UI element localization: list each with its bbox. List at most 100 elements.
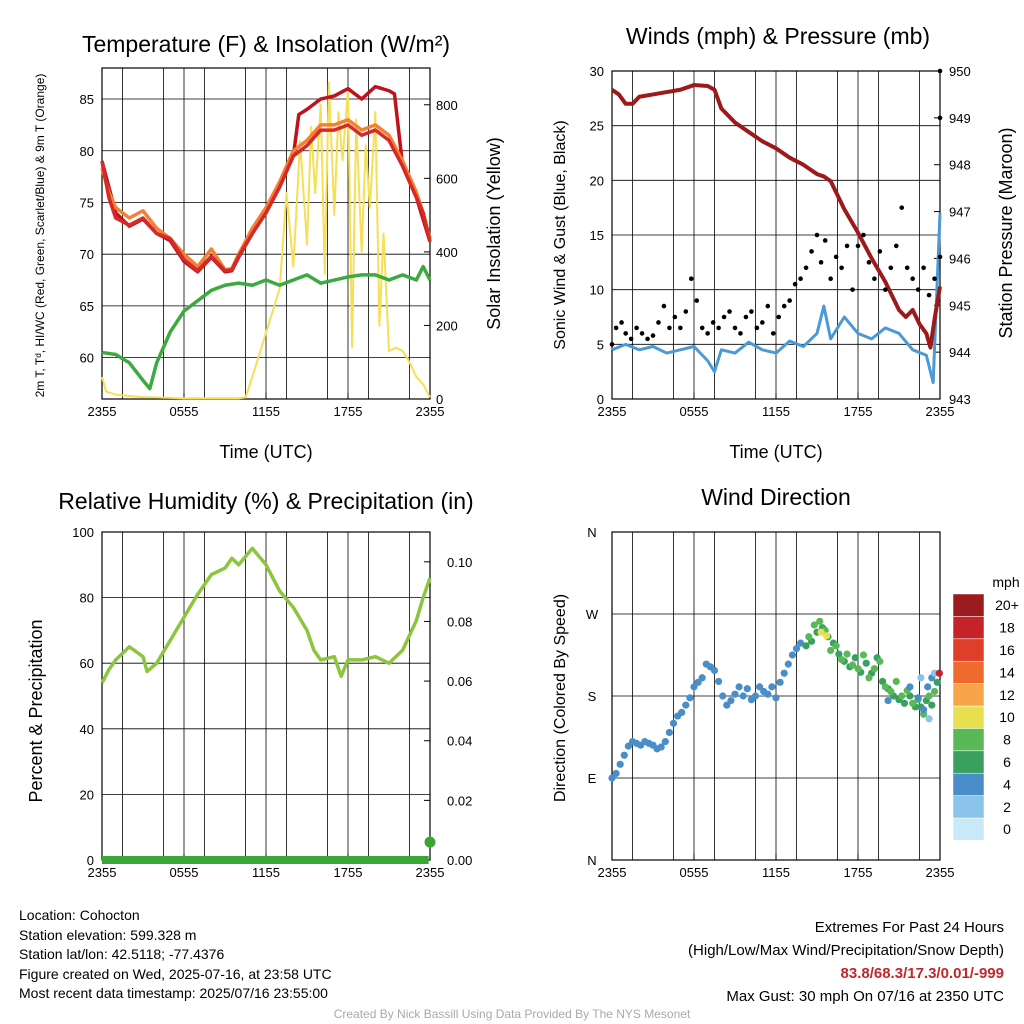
direction-point (887, 687, 895, 696)
y-tick-label: 60 (80, 351, 94, 366)
direction-point (838, 655, 846, 664)
x-tick-label: 0555 (680, 865, 709, 880)
colorbar-title: mph (992, 574, 1019, 590)
x-tick-label: 1155 (762, 865, 790, 880)
gust-point (904, 265, 910, 271)
y2-tick-label: 945 (949, 298, 971, 313)
x-tick-label: 2355 (926, 865, 955, 880)
y-tick-label: 80 (80, 591, 94, 606)
colorbar-label: 2 (1003, 799, 1011, 815)
y2-tick-label: 948 (949, 158, 971, 173)
gust-point (716, 325, 721, 331)
y-tick-label: 60 (80, 656, 94, 671)
y-tick-label: 30 (590, 64, 604, 79)
y2-tick-label: 800 (436, 98, 458, 113)
gust-point (705, 331, 710, 336)
colorbar-label: 20+ (995, 597, 1019, 613)
x-tick-label: 2355 (88, 865, 117, 880)
gust-point (765, 303, 771, 309)
panel-direction: 2355 0555 1155 1755 2355NESWN024681012141618… (552, 484, 1020, 880)
series-rh (100, 546, 432, 684)
gust-point (776, 314, 782, 320)
direction-point (884, 696, 892, 705)
colorbar-swatch (952, 817, 985, 841)
direction-point (879, 677, 887, 686)
direction-point (810, 621, 818, 629)
gust-point (803, 265, 809, 271)
series-9m-t (100, 117, 432, 272)
gust-point (613, 325, 619, 331)
direction-point (698, 674, 706, 682)
direction-point (906, 692, 914, 700)
y-tick-label: 80 (80, 144, 94, 159)
gust-point (694, 298, 700, 303)
direction-point (780, 669, 788, 677)
direction-point (917, 674, 925, 682)
y2-tick-label: 947 (949, 205, 971, 220)
y2-axis-label: Station Pressure (Maroon) (996, 127, 1016, 338)
created-text: Figure created on Wed, 2025-07-16, at 23… (19, 965, 332, 982)
extremes-info: Extremes For Past 24 Hours (High/Low/Max… (688, 916, 1004, 1008)
gust-point (623, 331, 628, 336)
x-tick-label: 0555 (170, 404, 199, 419)
direction-point (862, 659, 870, 667)
x-tick-label: 1755 (334, 865, 363, 880)
x-tick-label: 1155 (762, 404, 790, 419)
gust-point (872, 276, 877, 282)
direction-point (792, 645, 801, 653)
colorbar-label: 8 (1003, 732, 1011, 748)
x-tick-label: 2355 (416, 865, 445, 880)
gust-point (639, 331, 645, 336)
y2-tick-label: 200 (436, 318, 458, 333)
colorbar-swatch (952, 795, 985, 819)
x-tick-label: 1755 (844, 404, 873, 419)
gust-point (792, 281, 798, 287)
direction-point (719, 692, 727, 700)
gust-point (770, 331, 776, 336)
series-dewpoint (101, 264, 432, 391)
chart-title: Temperature (F) & Insolation (W/m²) (82, 31, 450, 57)
direction-point (854, 665, 862, 673)
y-axis-label: Direction (Colored By Speed) (552, 594, 569, 802)
y-tick-label: E (588, 771, 597, 786)
direction-point (822, 632, 831, 640)
direction-point (784, 660, 792, 668)
y-axis-label: Percent & Precipitation (26, 619, 46, 802)
gust-point (921, 265, 926, 271)
extremes-title: Extremes For Past 24 Hours (814, 919, 1004, 936)
direction-point (751, 692, 760, 700)
gust-point (732, 325, 738, 331)
y-tick-label: S (588, 689, 597, 704)
gust-point (683, 309, 689, 314)
y-tick-label: 65 (80, 299, 94, 314)
x-tick-label: 2355 (926, 404, 955, 419)
extremes-subtitle: (High/Low/Max Wind/Precipitation/Snow De… (688, 942, 1004, 959)
gust-point (743, 314, 749, 320)
gust-point (839, 265, 844, 271)
y2-tick-label: 400 (436, 245, 458, 260)
chart-title: Winds (mph) & Pressure (mb) (626, 23, 930, 49)
y2-tick-label: 0.06 (447, 674, 472, 689)
gust-point (899, 205, 905, 210)
gust-point (893, 243, 899, 249)
colorbar-label: 6 (1003, 754, 1011, 770)
x-tick-label: 1755 (844, 865, 873, 880)
direction-point (835, 650, 843, 658)
y-tick-label: 20 (590, 173, 604, 188)
direction-point (731, 690, 739, 698)
x-tick-label: 2355 (416, 404, 445, 419)
direction-point (620, 751, 628, 759)
direction-point (930, 687, 939, 696)
y-tick-label: 40 (80, 722, 94, 737)
gust-point (809, 249, 814, 254)
y2-tick-label: 0.04 (447, 734, 472, 749)
direction-point (851, 654, 859, 662)
colorbar-label: 12 (999, 687, 1015, 703)
elevation-text: Station elevation: 599.328 m (19, 926, 197, 943)
direction-point (865, 674, 873, 682)
gust-point (760, 320, 765, 325)
direction-point (661, 737, 669, 746)
direction-point (727, 696, 735, 705)
colorbar-label: 4 (1003, 776, 1011, 792)
y-axis-label: Sonic Wind & Gust (Blue, Black) (552, 120, 569, 349)
